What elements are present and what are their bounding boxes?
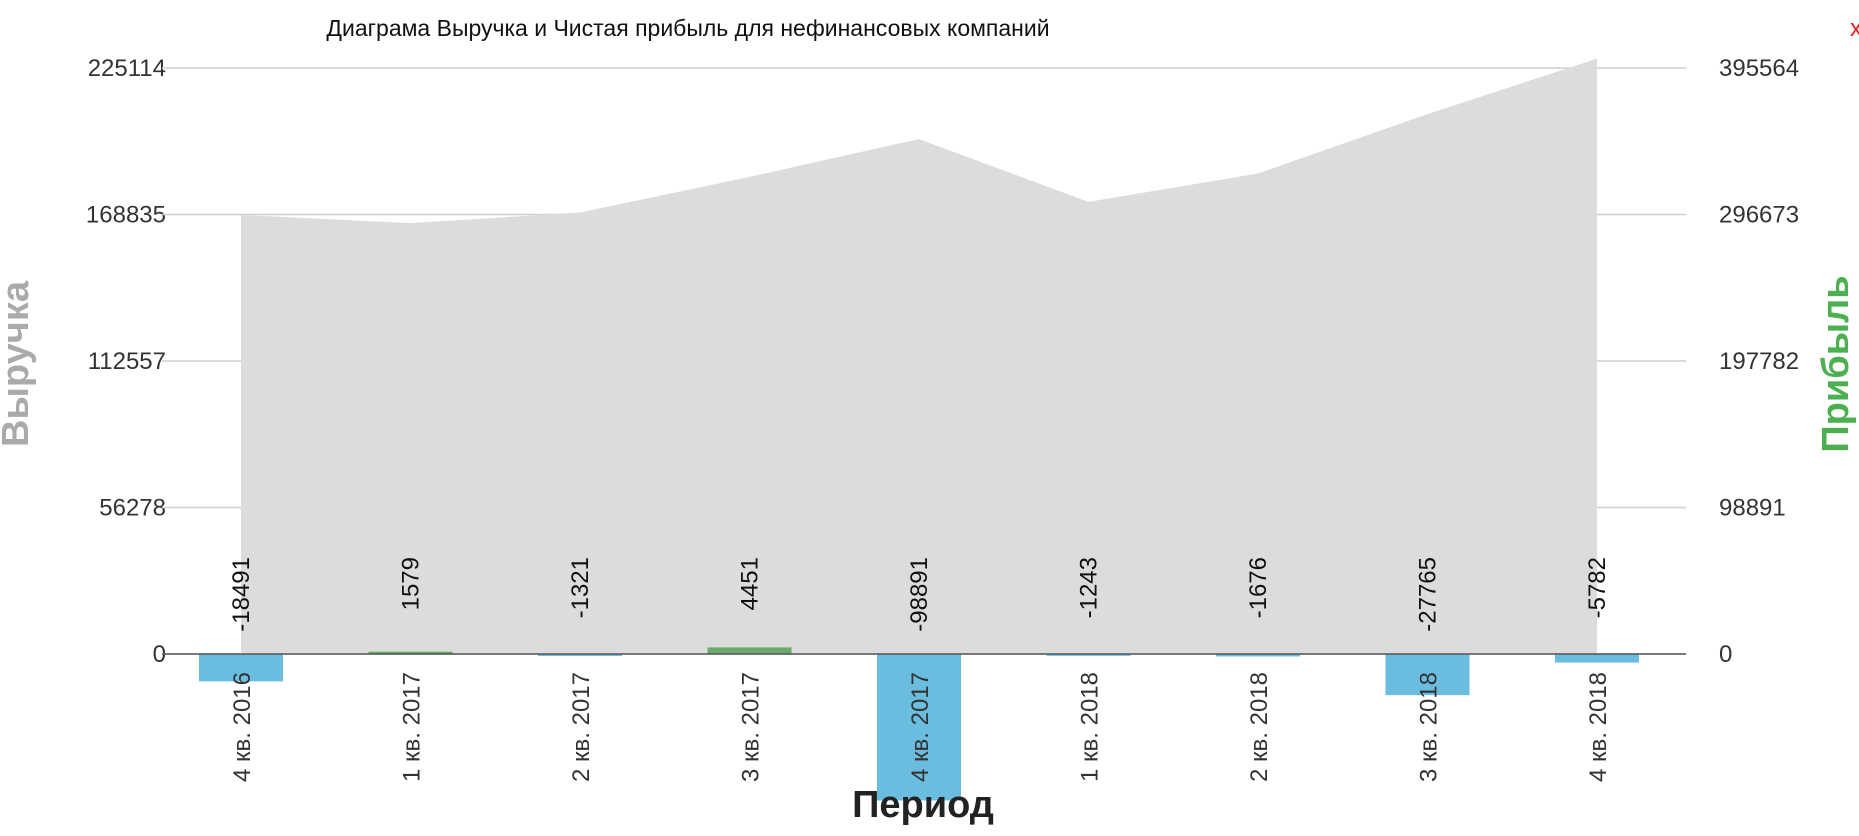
x-tick-label: 3 кв. 2017 [738,672,765,782]
profit-bar [1385,654,1470,696]
profit-bar [707,647,792,654]
bar-value-label: -5782 [1584,557,1611,618]
x-axis-title: Период [852,784,994,826]
x-tick-label: 1 кв. 2017 [399,672,426,782]
bar-value-label: -27765 [1415,557,1442,632]
bar-value-label: 1579 [398,557,425,610]
x-tick-label: 4 кв. 2017 [907,672,934,782]
bar-value-label: -18491 [228,557,255,632]
close-button[interactable]: x [1850,15,1859,42]
y-tick-label: 112557 [88,348,166,375]
y2-tick-label: 296673 [1719,202,1799,229]
profit-bar [1555,654,1639,663]
profit-bar [1046,654,1131,656]
profit-bar [538,654,622,656]
bar-value-label: -98891 [906,557,933,632]
x-tick-label: 2 кв. 2018 [1246,672,1273,782]
x-tick-label: 3 кв. 2018 [1416,672,1443,782]
y-axis-title: Выручка [0,280,37,447]
profit-bar [1216,654,1300,657]
y-tick-label: 56278 [99,495,166,522]
bar-value-label: -1321 [567,557,594,618]
y-tick-label: 168835 [86,202,166,229]
x-tick-label: 2 кв. 2017 [568,672,595,782]
bar-value-label: -1243 [1076,557,1103,618]
y-tick-label: 0 [153,641,166,668]
bar-value-label: -1676 [1245,557,1272,618]
y2-tick-label: 0 [1719,641,1732,668]
chart-title: Диаграма Выручка и Чистая прибыль для не… [326,15,1049,41]
x-tick-label: 4 кв. 2016 [229,672,256,782]
y2-axis-title: Прибыль [1815,275,1857,452]
y2-tick-label: 98891 [1719,495,1786,522]
x-tick-label: 1 кв. 2018 [1077,672,1104,782]
revenue-area [241,58,1597,655]
profit-bar [368,651,453,654]
profit-bar [877,654,961,801]
y2-tick-label: 395564 [1719,55,1799,82]
x-tick-label: 4 кв. 2018 [1585,672,1612,782]
profit-bar [199,654,283,682]
y2-tick-label: 197782 [1719,348,1799,375]
y-tick-label: 225114 [88,55,166,82]
bar-value-label: 4451 [737,557,764,610]
